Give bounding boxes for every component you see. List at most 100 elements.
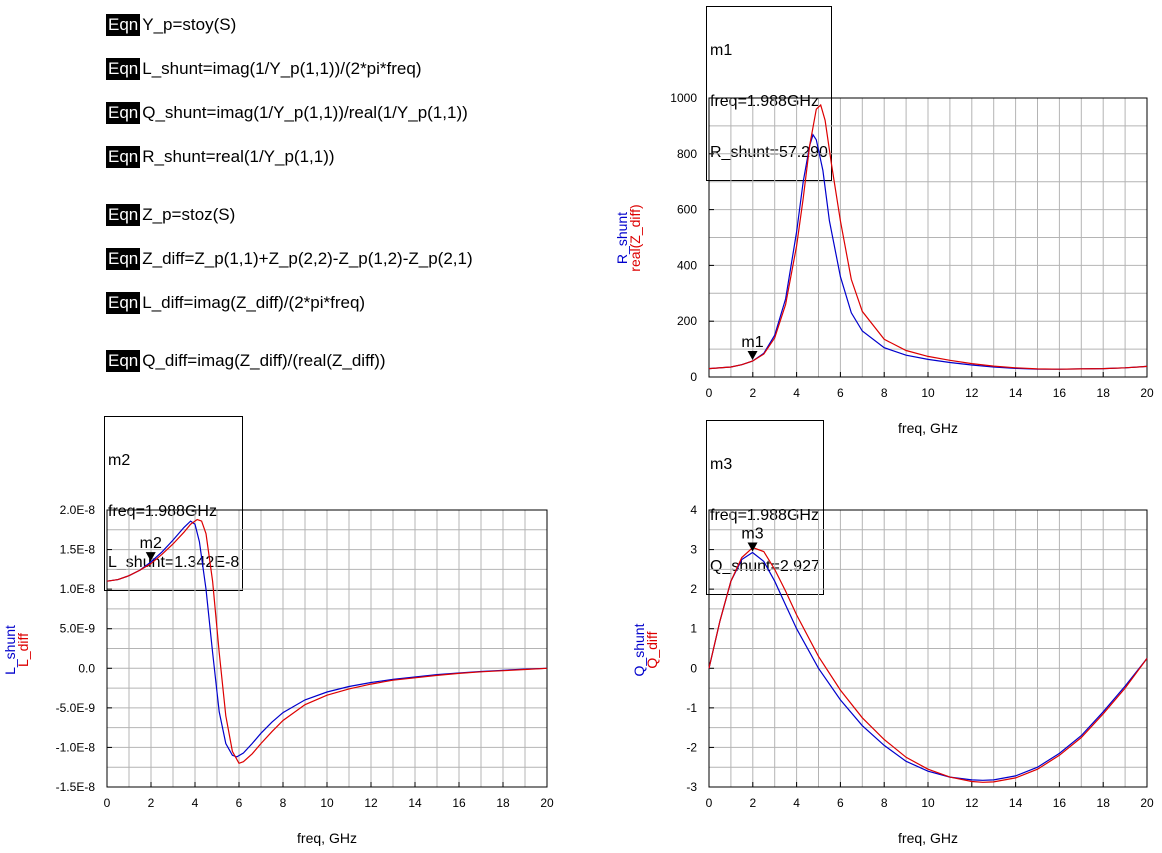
y-axis-label-diff: real(Z_diff) <box>627 204 643 271</box>
y-tick-label: 1.5E-8 <box>60 543 96 557</box>
y-axis-label-diff: L_diff <box>15 633 31 667</box>
equation-text: Q_shunt=imag(1/Y_p(1,1))/real(1/Y_p(1,1)… <box>142 103 468 122</box>
x-axis-label: freq, GHz <box>297 830 357 846</box>
eqn-tag: Eqn <box>106 58 141 80</box>
marker-label: m2 <box>140 535 162 552</box>
marker-name: m3 <box>710 456 733 473</box>
x-tick-label: 4 <box>793 386 800 400</box>
x-tick-label: 2 <box>148 796 155 810</box>
x-tick-label: 10 <box>921 386 935 400</box>
eqn-tag: Eqn <box>106 292 141 314</box>
y-tick-label: 2.0E-8 <box>60 503 96 517</box>
marker-readout-m3[interactable]: m3 freq=1.988GHz Q_shunt=2.927 <box>706 420 824 595</box>
marker-freq: freq=1.988GHz <box>710 93 819 110</box>
x-tick-label: 12 <box>965 796 979 810</box>
equation-text: Q_diff=imag(Z_diff)/(real(Z_diff)) <box>142 351 386 370</box>
y-tick-label: 0.0 <box>78 661 95 675</box>
x-tick-label: 16 <box>1053 796 1067 810</box>
eqn-tag: Eqn <box>106 350 141 372</box>
eqn-tag: Eqn <box>106 146 141 168</box>
marker-readout-m2[interactable]: m2 freq=1.988GHz L_shunt=1.342E-8 <box>104 416 244 591</box>
x-tick-label: 0 <box>706 386 713 400</box>
eqn-tag: Eqn <box>106 102 141 124</box>
marker-triangle <box>747 542 758 552</box>
y-tick-label: 400 <box>677 258 697 272</box>
y-tick-label: 800 <box>677 147 697 161</box>
x-tick-label: 14 <box>1009 796 1023 810</box>
x-tick-label: 18 <box>1097 386 1111 400</box>
marker-value: Q_shunt=2.927 <box>710 558 820 575</box>
marker-triangle <box>747 351 758 361</box>
y-axis-label-shunt: Q_shunt <box>631 623 647 676</box>
equation-l-shunt[interactable]: Eqn L_shunt=imag(1/Y_p(1,1))/(2*pi*freq) <box>106 57 421 81</box>
equation-text: Z_p=stoz(S) <box>142 205 236 224</box>
y-tick-label: 1000 <box>670 91 697 105</box>
y-tick-label: 0 <box>690 370 697 384</box>
y-tick-label: 2 <box>690 582 697 596</box>
series-line-diff <box>106 518 548 765</box>
y-tick-label: -1.0E-8 <box>56 740 96 754</box>
x-tick-label: 16 <box>452 796 466 810</box>
x-tick-label: 4 <box>192 796 199 810</box>
equation-q-shunt[interactable]: Eqn Q_shunt=imag(1/Y_p(1,1))/real(1/Y_p(1… <box>106 101 468 125</box>
marker-value: R_shunt=57.290 <box>710 144 828 161</box>
x-tick-label: 8 <box>881 796 888 810</box>
equation-z-diff[interactable]: Eqn Z_diff=Z_p(1,1)+Z_p(2,2)-Z_p(1,2)-Z_p… <box>106 247 473 271</box>
y-tick-label: 3 <box>690 543 697 557</box>
equation-q-diff[interactable]: Eqn Q_diff=imag(Z_diff)/(real(Z_diff)) <box>106 349 386 373</box>
equation-text: L_diff=imag(Z_diff)/(2*pi*freq) <box>142 293 366 312</box>
marker-readout-m1[interactable]: m1 freq=1.988GHz R_shunt=57.290 <box>706 6 832 181</box>
marker-label: m1 <box>741 334 763 351</box>
x-tick-label: 10 <box>320 796 334 810</box>
x-tick-label: 0 <box>104 796 111 810</box>
equation-text: R_shunt=real(1/Y_p(1,1)) <box>142 147 335 166</box>
eqn-tag: Eqn <box>106 248 141 270</box>
series-line-shunt <box>708 551 1148 781</box>
y-tick-label: -3 <box>686 780 697 794</box>
x-axis-label: freq, GHz <box>898 420 958 436</box>
equation-l-diff[interactable]: Eqn L_diff=imag(Z_diff)/(2*pi*freq) <box>106 291 365 315</box>
equation-text: L_shunt=imag(1/Y_p(1,1))/(2*pi*freq) <box>142 59 422 78</box>
y-axis-label-shunt: L_shunt <box>2 625 18 675</box>
y-tick-label: 200 <box>677 314 697 328</box>
x-tick-label: 20 <box>540 796 554 810</box>
x-tick-label: 14 <box>408 796 422 810</box>
y-tick-label: 0 <box>690 661 697 675</box>
equation-z-p[interactable]: Eqn Z_p=stoz(S) <box>106 203 235 227</box>
equation-y-p[interactable]: Eqn Y_p=stoy(S) <box>106 13 236 37</box>
x-tick-label: 6 <box>837 386 844 400</box>
x-tick-label: 0 <box>706 796 713 810</box>
x-tick-label: 20 <box>1140 796 1154 810</box>
series-line-diff <box>708 546 1148 783</box>
r-shunt-plot[interactable]: 0 2 4 6 8 10 12 14 16 18 2002004006008001000freq, … <box>600 85 1162 445</box>
eqn-tag: Eqn <box>106 14 141 36</box>
x-tick-label: 10 <box>921 796 935 810</box>
x-tick-label: 20 <box>1140 386 1154 400</box>
x-tick-label: 6 <box>837 796 844 810</box>
x-tick-label: 12 <box>965 386 979 400</box>
x-tick-label: 14 <box>1009 386 1023 400</box>
x-tick-label: 16 <box>1053 386 1067 400</box>
y-tick-label: 1 <box>690 622 697 636</box>
y-axis-label-shunt: R_shunt <box>614 212 630 264</box>
eqn-tag: Eqn <box>106 204 141 226</box>
l-shunt-plot[interactable]: 0 2 4 6 8 10 12 14 16 18 20 -1.5E-8 -1.0E-8 -5.0E-9 0.… <box>0 498 560 853</box>
x-tick-label: 8 <box>881 386 888 400</box>
marker-freq: freq=1.988GHz <box>108 503 217 520</box>
x-tick-label: 8 <box>280 796 287 810</box>
y-tick-label: -1 <box>686 701 697 715</box>
marker-value: L_shunt=1.342E-8 <box>108 554 240 571</box>
marker-triangle <box>145 552 156 562</box>
marker-label: m3 <box>741 525 763 542</box>
series-line-diff <box>708 103 1148 370</box>
x-tick-label: 6 <box>236 796 243 810</box>
y-tick-label: 1.0E-8 <box>60 582 96 596</box>
equation-text: Y_p=stoy(S) <box>142 15 237 34</box>
equation-text: Z_diff=Z_p(1,1)+Z_p(2,2)-Z_p(1,2)-Z_p(2,… <box>142 249 473 268</box>
x-tick-label: 18 <box>1097 796 1111 810</box>
marker-freq: freq=1.988GHz <box>710 507 819 524</box>
y-tick-label: 600 <box>677 203 697 217</box>
equation-r-shunt[interactable]: Eqn R_shunt=real(1/Y_p(1,1)) <box>106 145 335 169</box>
y-axis-label-diff: Q_diff <box>644 631 660 668</box>
